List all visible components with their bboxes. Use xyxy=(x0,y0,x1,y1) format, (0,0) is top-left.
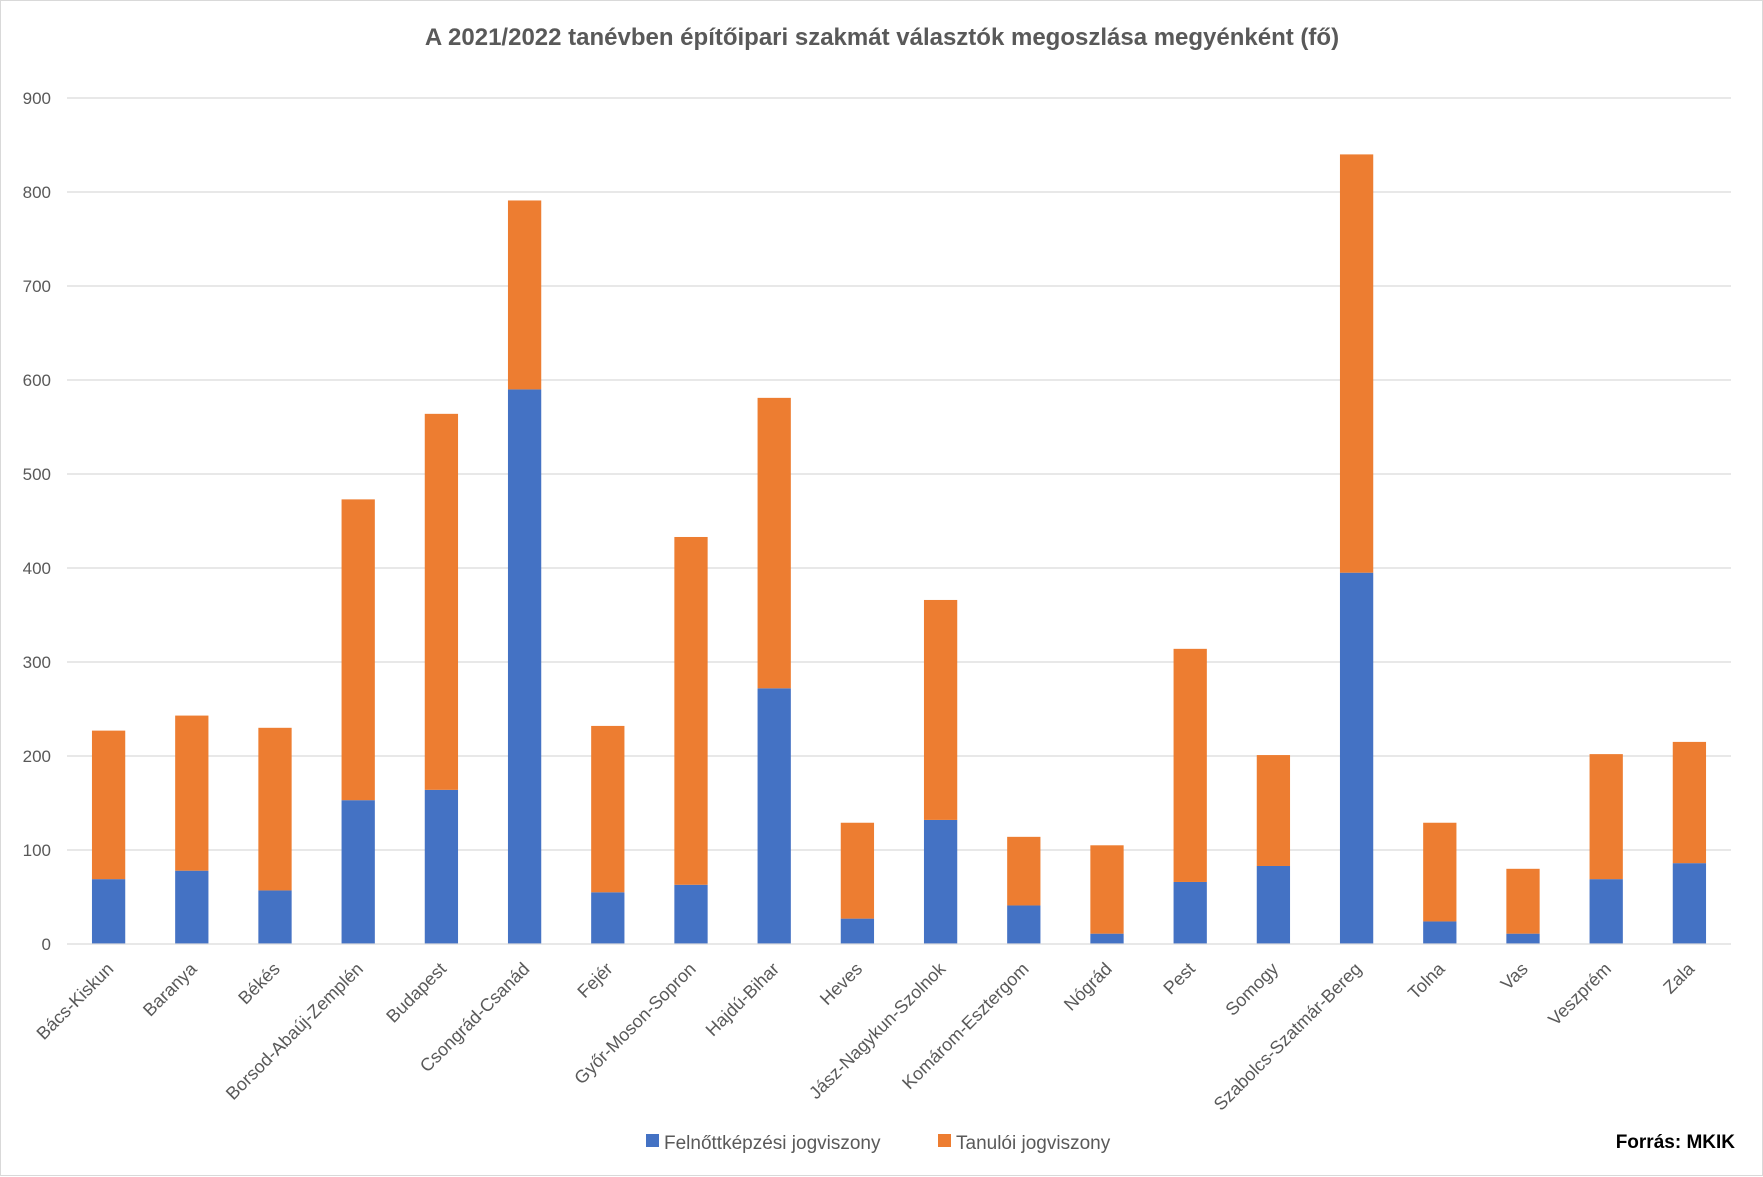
x-category-label: Bács-Kiskun xyxy=(33,959,118,1044)
bar-segment-felnottkepzesi[interactable] xyxy=(1589,879,1623,944)
chart-title: A 2021/2022 tanévben építőipari szakmát … xyxy=(425,24,1339,51)
bar-segment-felnottkepzesi[interactable] xyxy=(1672,863,1707,944)
bar-segment-tanuloi[interactable] xyxy=(258,727,292,891)
y-tick-label: 100 xyxy=(23,841,51,860)
bar-segment-felnottkepzesi[interactable] xyxy=(1007,905,1041,944)
legend-swatch-tanuloi xyxy=(938,1134,951,1147)
y-tick-label: 0 xyxy=(42,935,51,954)
x-category-label: Békés xyxy=(234,959,284,1009)
x-category-label: Heves xyxy=(816,959,866,1009)
legend-label-felnottkepzesi: Felnőttképzési jogviszony xyxy=(664,1133,881,1154)
legend: Felnőttképzési jogviszony Tanulói jogvis… xyxy=(646,1133,1111,1154)
bar-segment-tanuloi[interactable] xyxy=(591,725,625,893)
bar-segment-tanuloi[interactable] xyxy=(1423,822,1457,922)
y-tick-label: 400 xyxy=(23,559,51,578)
bar-segment-felnottkepzesi[interactable] xyxy=(923,819,958,944)
x-category-label: Borsod-Abaúj-Zemplén xyxy=(222,959,367,1104)
bar-segment-tanuloi[interactable] xyxy=(1589,754,1623,880)
bars xyxy=(91,154,1707,944)
bar-segment-felnottkepzesi[interactable] xyxy=(507,389,542,944)
bar-segment-tanuloi[interactable] xyxy=(1672,741,1707,864)
y-tick-label: 300 xyxy=(23,653,51,672)
bar-segment-felnottkepzesi[interactable] xyxy=(1090,933,1124,944)
y-tick-label: 200 xyxy=(23,747,51,766)
bar-segment-tanuloi[interactable] xyxy=(840,822,875,919)
x-category-label: Jász-Nagykun-Szolnok xyxy=(805,958,950,1103)
bar-segment-felnottkepzesi[interactable] xyxy=(341,800,375,944)
bar-segment-felnottkepzesi[interactable] xyxy=(1423,921,1457,944)
x-category-label: Hajdú-Bihar xyxy=(702,959,783,1040)
bar-segment-felnottkepzesi[interactable] xyxy=(591,892,625,944)
x-category-label: Szabolcs-Szatmár-Bereg xyxy=(1210,959,1366,1115)
x-category-label: Fejér xyxy=(573,959,616,1002)
x-category-label: Tolna xyxy=(1404,958,1449,1003)
legend-label-tanuloi: Tanulói jogviszony xyxy=(956,1133,1111,1154)
bar-segment-tanuloi[interactable] xyxy=(1007,836,1041,906)
bar-segment-tanuloi[interactable] xyxy=(923,599,958,820)
bar-segment-felnottkepzesi[interactable] xyxy=(1256,865,1291,944)
bar-segment-felnottkepzesi[interactable] xyxy=(91,879,126,944)
bar-segment-felnottkepzesi[interactable] xyxy=(424,789,459,944)
bar-segment-felnottkepzesi[interactable] xyxy=(1339,572,1374,944)
gridlines xyxy=(67,97,1731,851)
bar-segment-tanuloi[interactable] xyxy=(341,499,375,801)
bar-segment-tanuloi[interactable] xyxy=(1173,648,1207,882)
x-category-label: Budapest xyxy=(382,959,450,1027)
bar-segment-tanuloi[interactable] xyxy=(175,715,209,871)
bar-segment-tanuloi[interactable] xyxy=(1256,755,1291,866)
bar-segment-felnottkepzesi[interactable] xyxy=(757,688,791,944)
legend-item-felnottkepzesi[interactable]: Felnőttképzési jogviszony xyxy=(646,1133,881,1154)
bar-segment-felnottkepzesi[interactable] xyxy=(1506,933,1540,944)
bar-segment-tanuloi[interactable] xyxy=(1506,868,1540,934)
x-category-label: Pest xyxy=(1159,959,1199,999)
x-category-label: Vas xyxy=(1497,959,1532,994)
source-note: Forrás: MKIK xyxy=(1616,1132,1736,1153)
x-category-label: Baranya xyxy=(139,958,201,1020)
x-category-label: Somogy xyxy=(1221,959,1282,1020)
bar-segment-tanuloi[interactable] xyxy=(507,200,542,390)
y-tick-label: 900 xyxy=(23,89,51,108)
bar-segment-tanuloi[interactable] xyxy=(424,413,459,790)
bar-segment-felnottkepzesi[interactable] xyxy=(840,918,875,944)
x-category-label: Nógrád xyxy=(1060,959,1116,1015)
x-category-label: Veszprém xyxy=(1544,959,1615,1030)
y-tick-label: 800 xyxy=(23,183,51,202)
bar-segment-felnottkepzesi[interactable] xyxy=(258,890,292,944)
legend-item-tanuloi[interactable]: Tanulói jogviszony xyxy=(938,1133,1111,1154)
bar-segment-tanuloi[interactable] xyxy=(674,536,708,885)
x-axis-labels: Bács-Kiskun Baranya BékésBorsod-Abaúj-Zemp… xyxy=(33,958,1699,1114)
bar-segment-felnottkepzesi[interactable] xyxy=(175,870,209,944)
bar-segment-tanuloi[interactable] xyxy=(1339,154,1374,573)
bar-segment-tanuloi[interactable] xyxy=(757,397,791,689)
y-axis-ticks: 0 100 200 300 400 500 600 700 800 900 xyxy=(23,89,51,954)
x-category-label: Zala xyxy=(1659,958,1699,998)
bar-segment-tanuloi[interactable] xyxy=(1090,845,1124,934)
bar-segment-tanuloi[interactable] xyxy=(91,730,126,880)
y-tick-label: 700 xyxy=(23,277,51,296)
bar-segment-felnottkepzesi[interactable] xyxy=(674,884,708,944)
legend-swatch-felnottkepzesi xyxy=(646,1134,659,1147)
y-tick-label: 600 xyxy=(23,371,51,390)
bar-segment-felnottkepzesi[interactable] xyxy=(1173,881,1207,944)
y-tick-label: 500 xyxy=(23,465,51,484)
